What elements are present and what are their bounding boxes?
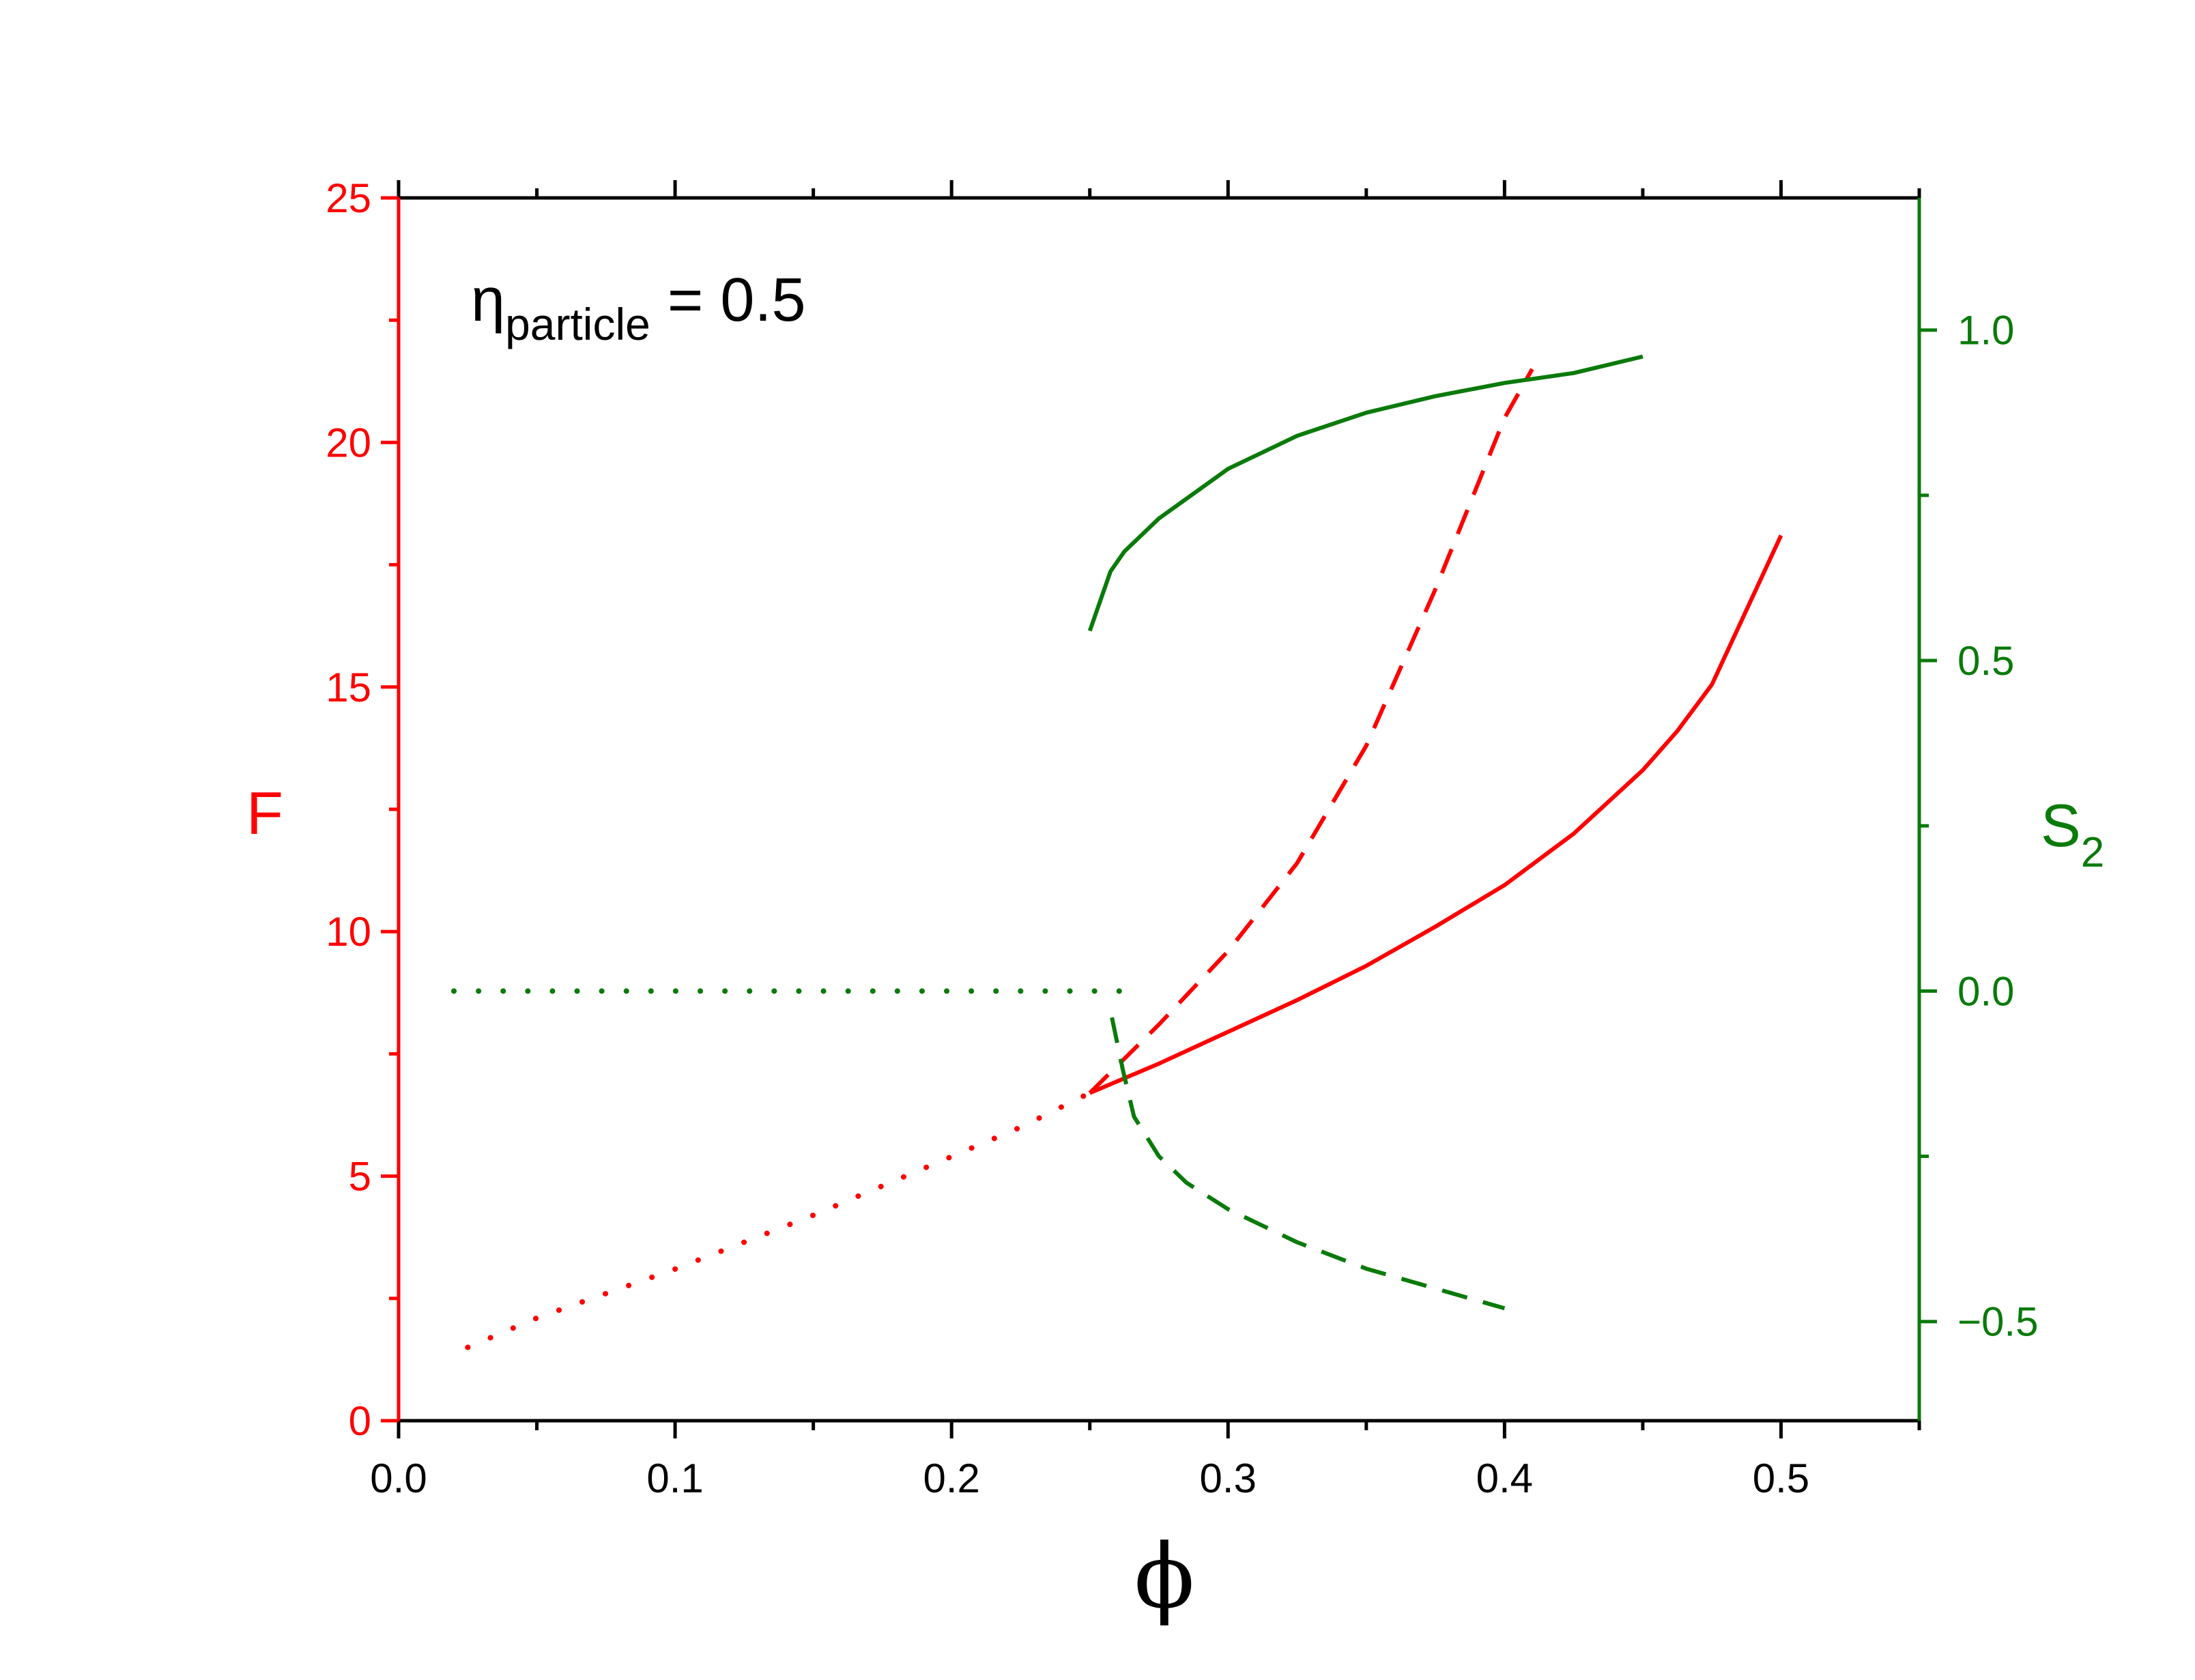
x-tick-label: 0.2: [923, 1455, 979, 1501]
right-tick-label: 0.5: [1957, 638, 2014, 684]
x-axis-title: ϕ: [1134, 1524, 1195, 1628]
annotation-suffix: = 0.5: [650, 266, 806, 334]
right-axis-title: S2: [2041, 792, 2104, 876]
x-tick-label: 0.4: [1476, 1455, 1533, 1501]
annotation: ηparticle = 0.5: [471, 266, 806, 349]
left-tick-label: 0: [349, 1398, 371, 1444]
x-tick-label: 0.5: [1753, 1455, 1809, 1501]
series-3-right-solid: [1087, 354, 1644, 632]
left-tick-label: 15: [326, 665, 371, 710]
left-tick-label: 20: [326, 420, 371, 465]
annotation-symbol: η: [471, 266, 505, 334]
right-tick-label: 0.0: [1957, 968, 2014, 1014]
axes-layer: 0.0 0.1 0.2 0.3 0.4 0.5 0 5 10 15 20 25 −0.5 0.0 0.5 1.…: [326, 175, 2038, 1501]
right-tick-label: 1.0: [1957, 308, 2014, 353]
x-tick-label: 0.0: [370, 1455, 427, 1501]
left-tick-label: 5: [349, 1154, 371, 1200]
annotation-subscript: particle: [505, 299, 650, 349]
right-tick-label: −0.5: [1957, 1299, 2038, 1345]
x-tick-label: 0.3: [1200, 1455, 1257, 1501]
x-tick-label: 0.1: [646, 1455, 703, 1501]
right-axis-title-sub: 2: [2081, 829, 2104, 876]
left-tick-label: 25: [326, 175, 371, 221]
series-layer: [451, 354, 1783, 1350]
left-tick-label: 10: [326, 909, 371, 955]
right-axis-title-main: S: [2041, 792, 2081, 859]
series-1-left-solid: [1089, 534, 1783, 1095]
series-2-left-dashed: [1088, 368, 1534, 1095]
left-axis-title: F: [246, 779, 283, 847]
